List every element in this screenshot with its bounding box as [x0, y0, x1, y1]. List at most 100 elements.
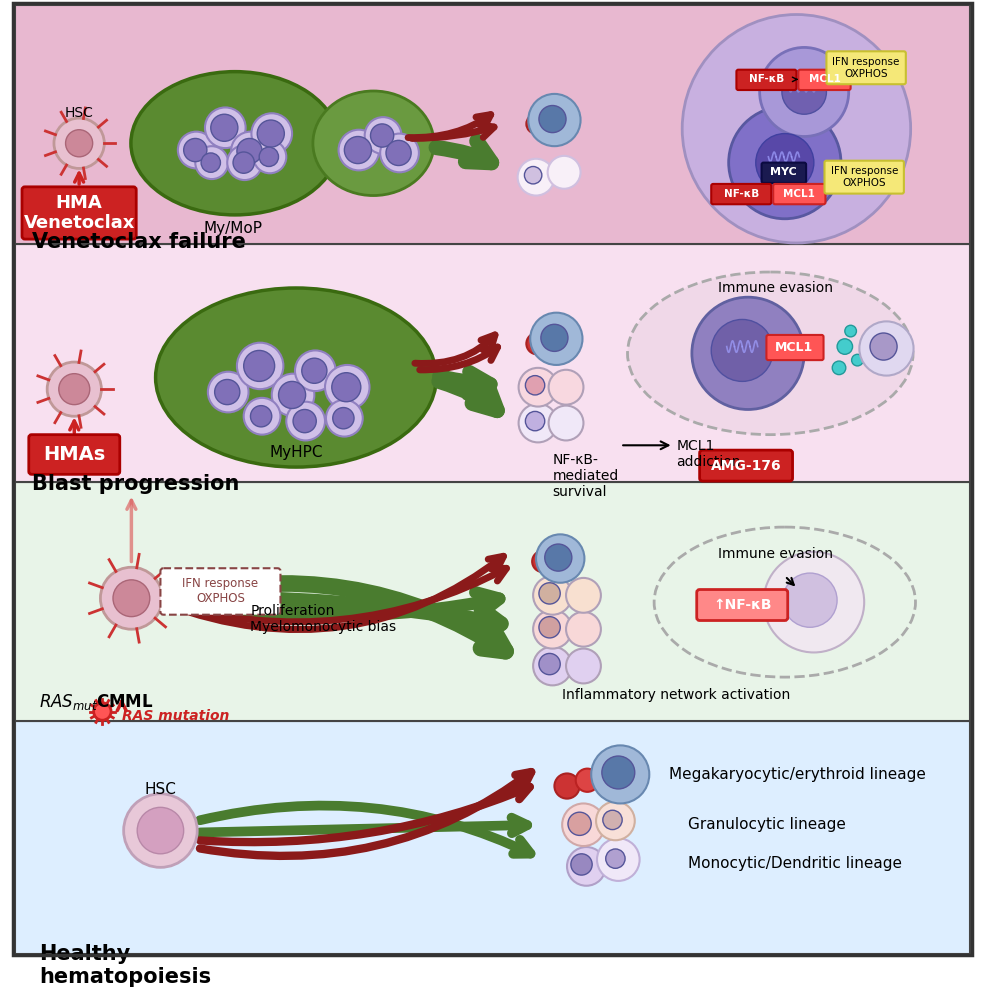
Circle shape	[566, 578, 601, 613]
Text: Healthy
hematopoiesis: Healthy hematopoiesis	[40, 943, 211, 987]
Ellipse shape	[155, 288, 436, 467]
Circle shape	[568, 812, 592, 836]
Circle shape	[371, 124, 393, 148]
FancyBboxPatch shape	[699, 450, 793, 481]
Ellipse shape	[130, 71, 339, 215]
Circle shape	[597, 839, 639, 881]
Circle shape	[54, 118, 105, 168]
Circle shape	[113, 580, 149, 617]
Circle shape	[783, 573, 837, 628]
Circle shape	[566, 648, 601, 683]
Circle shape	[253, 141, 286, 173]
Circle shape	[711, 320, 773, 381]
Text: HSC: HSC	[65, 107, 94, 121]
FancyBboxPatch shape	[697, 589, 788, 621]
Circle shape	[386, 141, 411, 165]
Circle shape	[339, 130, 379, 170]
Circle shape	[782, 69, 827, 114]
Circle shape	[237, 139, 262, 163]
Text: MYC: MYC	[771, 167, 797, 177]
Circle shape	[533, 576, 572, 615]
Circle shape	[526, 333, 548, 354]
Circle shape	[525, 412, 545, 431]
Text: MyHPC: MyHPC	[269, 446, 323, 460]
Circle shape	[539, 653, 560, 675]
Circle shape	[602, 756, 634, 789]
Text: Megakaryocytic/erythroid lineage: Megakaryocytic/erythroid lineage	[668, 767, 925, 782]
Circle shape	[518, 158, 555, 196]
Circle shape	[286, 402, 325, 441]
Text: My/MoP: My/MoP	[203, 221, 263, 236]
FancyBboxPatch shape	[825, 160, 904, 194]
Text: MCL1: MCL1	[809, 74, 841, 84]
Text: NF-κB-
mediated
survival: NF-κB- mediated survival	[553, 453, 619, 499]
Circle shape	[526, 114, 546, 134]
Text: IFN response
OXPHOS: IFN response OXPHOS	[833, 57, 899, 78]
Circle shape	[326, 400, 363, 437]
Circle shape	[244, 350, 275, 381]
Circle shape	[852, 354, 864, 366]
Text: Immune evasion: Immune evasion	[718, 281, 833, 295]
Circle shape	[532, 550, 554, 572]
Circle shape	[333, 408, 354, 429]
Circle shape	[215, 379, 240, 405]
Circle shape	[101, 567, 162, 630]
Text: MCL1: MCL1	[775, 341, 814, 354]
Text: NF-κB: NF-κB	[724, 189, 759, 199]
Circle shape	[525, 375, 545, 395]
Circle shape	[548, 155, 581, 189]
Circle shape	[211, 114, 238, 142]
Text: Proliferation
Myelomonocytic bias: Proliferation Myelomonocytic bias	[250, 604, 396, 635]
Ellipse shape	[627, 272, 913, 435]
FancyBboxPatch shape	[827, 51, 905, 84]
Circle shape	[729, 107, 841, 219]
Circle shape	[756, 134, 814, 192]
Text: RAS mutation: RAS mutation	[122, 710, 229, 724]
Circle shape	[606, 849, 625, 868]
Circle shape	[764, 551, 865, 652]
Circle shape	[237, 343, 284, 389]
Circle shape	[519, 368, 558, 407]
Circle shape	[302, 358, 327, 383]
Text: Immune evasion: Immune evasion	[718, 546, 833, 560]
Text: HSC: HSC	[144, 782, 176, 797]
Circle shape	[541, 325, 568, 351]
Circle shape	[295, 350, 336, 391]
Circle shape	[380, 134, 419, 172]
Circle shape	[195, 147, 228, 179]
Circle shape	[124, 794, 197, 867]
Text: Monocytic/Dendritic lineage: Monocytic/Dendritic lineage	[688, 856, 902, 871]
FancyBboxPatch shape	[15, 482, 970, 721]
Circle shape	[59, 373, 90, 405]
FancyBboxPatch shape	[15, 5, 970, 244]
Circle shape	[233, 152, 254, 173]
Circle shape	[549, 370, 584, 405]
FancyBboxPatch shape	[711, 184, 771, 204]
Circle shape	[549, 406, 584, 441]
Circle shape	[539, 106, 566, 133]
Circle shape	[596, 802, 634, 841]
Circle shape	[533, 646, 572, 685]
FancyBboxPatch shape	[762, 162, 806, 183]
Circle shape	[566, 612, 601, 646]
Circle shape	[528, 94, 581, 147]
Circle shape	[205, 108, 246, 148]
FancyBboxPatch shape	[160, 568, 281, 615]
Text: IFN response
OXPHOS: IFN response OXPHOS	[831, 166, 897, 188]
Circle shape	[592, 745, 649, 804]
Circle shape	[536, 535, 585, 583]
Circle shape	[562, 804, 605, 846]
Circle shape	[519, 404, 558, 443]
Circle shape	[833, 361, 846, 374]
Ellipse shape	[313, 91, 434, 196]
Text: MCL1: MCL1	[784, 189, 816, 199]
FancyBboxPatch shape	[22, 187, 136, 240]
Text: Granulocytic lineage: Granulocytic lineage	[688, 818, 846, 833]
Circle shape	[183, 139, 207, 161]
Circle shape	[272, 373, 315, 416]
Circle shape	[244, 398, 281, 435]
Circle shape	[365, 117, 401, 153]
Text: HMA
Venetoclax: HMA Venetoclax	[24, 194, 134, 233]
Circle shape	[845, 326, 857, 337]
Text: Venetoclax failure: Venetoclax failure	[32, 233, 246, 252]
